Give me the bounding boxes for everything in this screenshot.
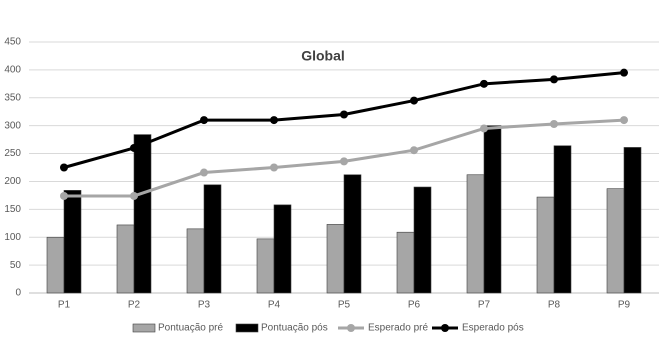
x-tick-label: P8 <box>548 300 561 311</box>
legend-label: Esperado pré <box>368 323 428 334</box>
x-tick-label: P2 <box>128 300 141 311</box>
bar <box>116 224 135 294</box>
point <box>200 116 208 125</box>
point <box>410 96 418 105</box>
y-tick-label: 250 <box>4 148 21 159</box>
bar <box>46 236 65 294</box>
point <box>480 79 488 88</box>
point <box>200 168 208 177</box>
bar <box>273 204 292 294</box>
bar <box>133 134 152 294</box>
bar <box>186 228 205 294</box>
bar <box>413 186 432 294</box>
point <box>60 191 68 200</box>
bar <box>203 184 222 294</box>
point <box>340 157 348 166</box>
y-tick-label: 300 <box>4 120 21 131</box>
point <box>620 68 628 77</box>
legend-swatch <box>132 323 156 333</box>
point <box>270 163 278 172</box>
bar <box>483 125 502 294</box>
bar <box>536 196 555 294</box>
y-tick-label: 450 <box>4 37 21 48</box>
legend-label: Esperado pós <box>462 323 524 334</box>
point <box>480 124 488 133</box>
x-tick-label: P6 <box>408 300 421 311</box>
bar <box>63 190 82 294</box>
x-tick-label: P7 <box>478 300 491 311</box>
legend-label: Pontuação pós <box>261 323 328 334</box>
legend-swatch <box>235 323 259 333</box>
point <box>130 143 138 152</box>
point <box>60 163 68 172</box>
y-tick-label: 400 <box>4 65 21 76</box>
bar <box>623 147 642 294</box>
bar <box>606 188 625 294</box>
point <box>270 116 278 125</box>
bar <box>466 174 485 294</box>
bar <box>326 224 345 294</box>
y-tick-label: 100 <box>4 232 21 243</box>
y-tick-label: 150 <box>4 204 21 215</box>
x-tick-label: P3 <box>198 300 211 311</box>
x-tick-label: P9 <box>618 300 631 311</box>
y-tick-label: 200 <box>4 176 21 187</box>
point <box>130 191 138 200</box>
x-tick-label: P1 <box>58 300 71 311</box>
point <box>340 110 348 119</box>
point <box>550 75 558 84</box>
y-tick-label: 0 <box>15 288 21 299</box>
bar <box>256 238 275 294</box>
legend-swatch <box>441 324 449 332</box>
bar <box>343 174 362 294</box>
point <box>620 116 628 125</box>
legend-label: Pontuação pré <box>158 323 223 334</box>
bar <box>396 231 415 294</box>
y-tick-label: 50 <box>10 260 22 271</box>
x-tick-label: P5 <box>338 300 351 311</box>
bar <box>553 145 572 294</box>
x-tick-label: P4 <box>268 300 281 311</box>
chart-title: Global <box>301 48 345 64</box>
point <box>550 119 558 128</box>
y-tick-label: 350 <box>4 92 21 103</box>
legend-swatch <box>347 324 355 332</box>
point <box>410 146 418 155</box>
